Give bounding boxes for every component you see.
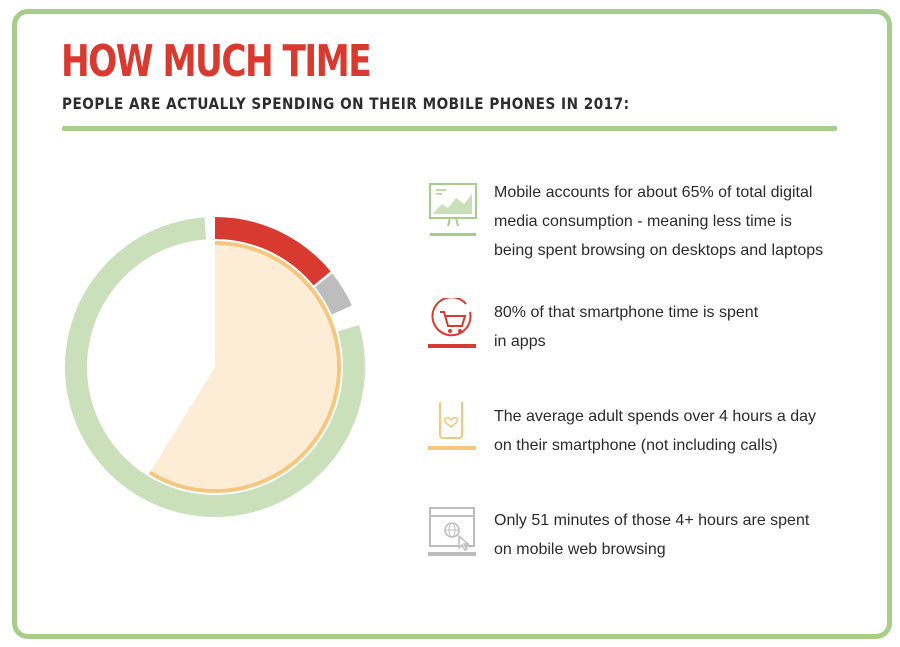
fact-text-smartphone: The average adult spends over 4 hours a …: [494, 402, 854, 460]
fact-line: on their smartphone (not including calls…: [494, 437, 778, 454]
title-divider: [62, 126, 837, 131]
fact-line: in apps: [494, 333, 546, 350]
smartphone-heart-icon: [428, 402, 476, 450]
time-pie-chart: [65, 217, 365, 517]
pie-slice-inner-edge: [148, 241, 341, 493]
fact-line: 80% of that smartphone time is spent: [494, 304, 759, 321]
pie-slice-inner-wedge: [150, 245, 338, 489]
shopping-cart-icon: [428, 298, 476, 348]
page-subtitle: PEOPLE ARE ACTUALLY SPENDING ON THEIR MO…: [62, 94, 630, 113]
pie-slice-desktop-share: [65, 217, 365, 517]
fact-line: being spent browsing on desktops and lap…: [494, 242, 824, 259]
pie-slice-apps-share: [214, 217, 331, 286]
fact-line: Only 51 minutes of those 4+ hours are sp…: [494, 512, 810, 529]
fact-line: The average adult spends over 4 hours a …: [494, 408, 816, 425]
fact-text-web: Only 51 minutes of those 4+ hours are sp…: [494, 506, 854, 564]
browser-globe-icon: [428, 507, 476, 556]
infographic-frame: [12, 9, 892, 639]
fact-line: media consumption - meaning less time is: [494, 213, 792, 230]
desktop-chart-icon: [429, 183, 477, 236]
fact-line: on mobile web browsing: [494, 541, 666, 558]
page-title: HOW MUCH TIME: [61, 36, 372, 87]
fact-text-desktop: Mobile accounts for about 65% of total d…: [494, 178, 854, 265]
fact-text-apps: 80% of that smartphone time is spent in …: [494, 298, 854, 356]
fact-line: Mobile accounts for about 65% of total d…: [494, 184, 813, 201]
pie-slice-web-share: [314, 273, 352, 315]
